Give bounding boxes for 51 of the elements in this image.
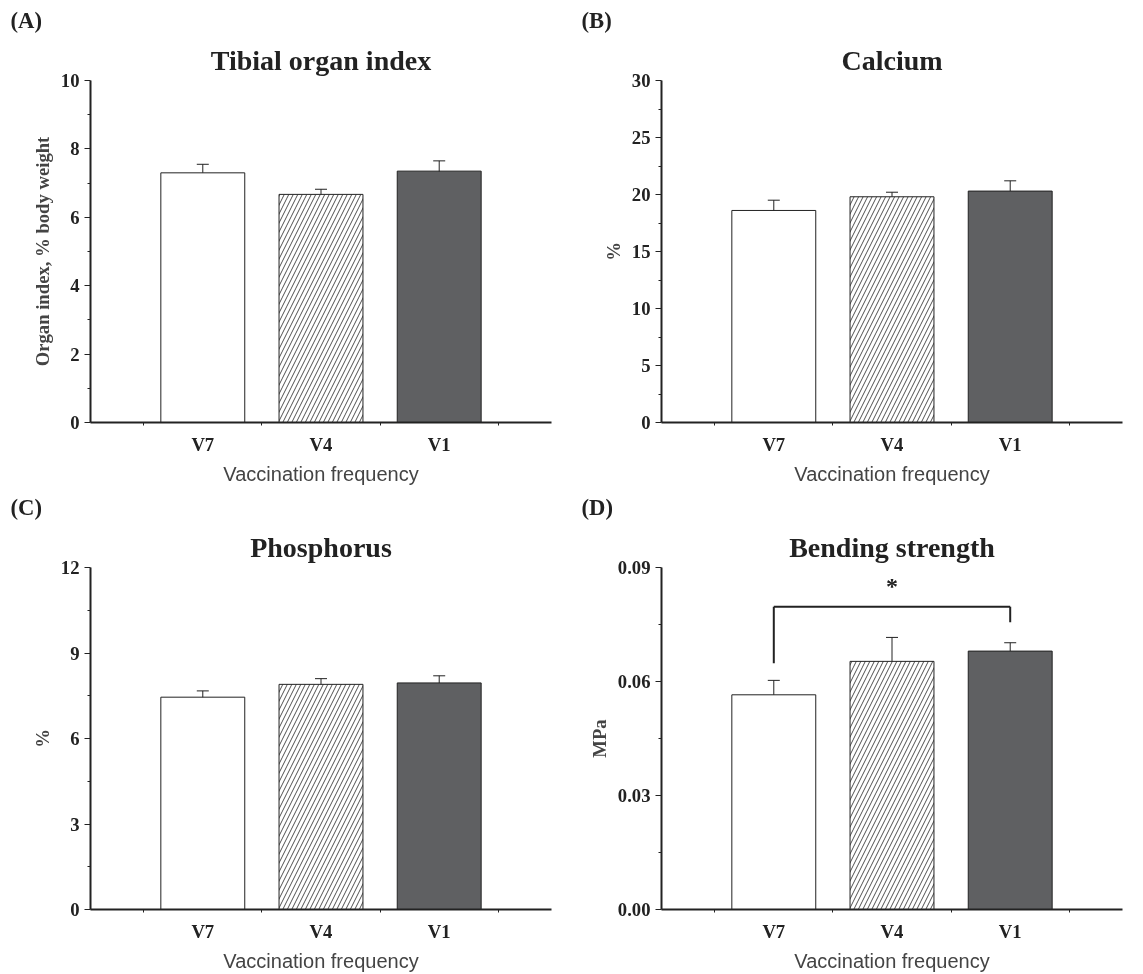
y-axis-title: %	[31, 729, 53, 748]
x-tick-label: V1	[427, 433, 451, 455]
x-tick-label: V7	[762, 433, 786, 455]
chart-title: Bending strength	[789, 531, 996, 563]
y-tick-label: 30	[631, 70, 651, 91]
x-axis-title: Vaccination frequency	[223, 462, 419, 485]
y-tick-label: 10	[60, 70, 80, 91]
y-tick-label: 15	[631, 241, 651, 262]
chart-title: Calcium	[841, 44, 943, 76]
y-tick-label: 4	[70, 275, 80, 297]
y-tick-label: 0.00	[617, 899, 651, 920]
y-tick-label: 6	[70, 728, 80, 749]
x-axis-title: Vaccination frequency	[223, 949, 419, 972]
y-axis-title: MPa	[588, 718, 610, 758]
y-tick-label: 3	[70, 813, 80, 835]
x-tick-label: V4	[880, 920, 904, 942]
x-tick-label: V7	[191, 433, 215, 455]
x-tick-label: V4	[309, 433, 333, 455]
x-tick-label: V1	[427, 920, 451, 942]
x-axis-title: Vaccination frequency	[794, 462, 990, 485]
y-tick-label: 0	[641, 412, 651, 433]
y-axis-title: %	[602, 242, 624, 261]
x-tick-label: V4	[880, 433, 904, 455]
y-tick-label: 0.09	[617, 557, 651, 578]
y-axis-title: Organ index, % body weight	[31, 135, 53, 367]
y-tick-label: 5	[641, 355, 651, 376]
y-tick-label: 8	[70, 138, 80, 160]
x-tick-label: V1	[998, 920, 1022, 942]
y-tick-label: 9	[70, 642, 80, 664]
y-tick-label: 0	[70, 899, 80, 920]
y-tick-label: 0	[70, 412, 80, 433]
text: (B)	[581, 7, 612, 33]
x-tick-label: V1	[998, 433, 1022, 455]
y-tick-label: 20	[631, 184, 651, 205]
chart-title: Phosphorus	[250, 531, 392, 563]
y-tick-label: 0.03	[617, 785, 651, 806]
text: (D)	[581, 494, 613, 520]
text: (A)	[10, 7, 42, 33]
y-tick-label: 2	[70, 343, 80, 365]
x-axis-title: Vaccination frequency	[794, 949, 990, 972]
x-tick-label: V4	[309, 920, 333, 942]
text: (C)	[10, 494, 42, 520]
chart-title: Tibial organ index	[210, 44, 432, 76]
annotation: *	[886, 573, 898, 600]
x-tick-label: V7	[762, 920, 786, 942]
y-tick-label: 12	[60, 557, 80, 578]
y-tick-label: 0.06	[617, 671, 651, 692]
y-tick-label: 6	[70, 206, 80, 228]
x-tick-label: V7	[191, 920, 215, 942]
y-tick-label: 10	[631, 298, 651, 319]
y-tick-label: 25	[631, 127, 651, 148]
